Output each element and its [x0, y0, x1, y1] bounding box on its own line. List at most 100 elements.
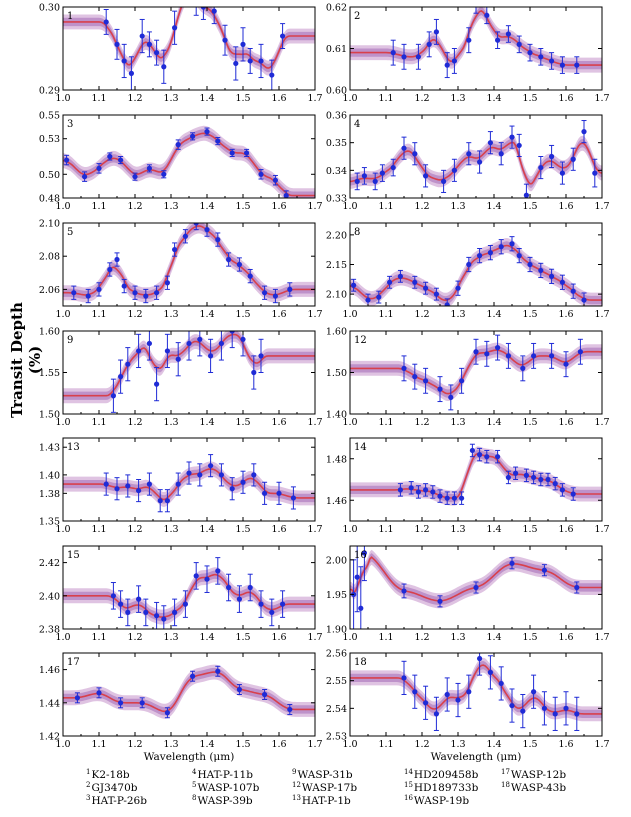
- data-point: [121, 283, 127, 289]
- legend-planet-name: WASP-107b: [197, 782, 260, 794]
- data-point: [125, 609, 131, 616]
- x-tick-label: 1.7: [594, 93, 609, 104]
- x-tick-label: 1.2: [414, 739, 429, 750]
- legend-planet-name: WASP-43b: [510, 782, 567, 794]
- data-point: [258, 58, 264, 64]
- data-point: [531, 474, 537, 481]
- x-tick-label: 1.2: [414, 524, 429, 535]
- y-tick-label: 2.00: [326, 555, 347, 566]
- data-point: [559, 170, 566, 176]
- data-point: [495, 345, 501, 351]
- x-tick-label: 1.2: [127, 739, 142, 750]
- data-point: [538, 164, 544, 171]
- x-tick-label: 1.4: [199, 93, 214, 104]
- panel-number: 12: [354, 335, 367, 346]
- x-tick-label: 1.1: [91, 524, 106, 535]
- x-tick-label: 1.4: [199, 417, 214, 428]
- data-point: [204, 129, 210, 135]
- legend-planet-name: HD209458b: [413, 769, 479, 781]
- data-point: [415, 54, 421, 60]
- data-point: [505, 31, 511, 37]
- data-point: [143, 293, 149, 299]
- data-point: [143, 609, 149, 616]
- x-tick-label: 1.0: [342, 201, 357, 212]
- data-point: [197, 336, 203, 342]
- data-point: [247, 584, 253, 591]
- data-point: [401, 54, 407, 60]
- y-tick-label: 1.40: [39, 470, 60, 481]
- model-band-1sigma: [350, 7, 602, 70]
- data-point: [229, 150, 235, 156]
- x-tick-label: 1.6: [271, 93, 286, 104]
- data-point: [365, 297, 371, 303]
- legend-number: 3: [86, 794, 91, 802]
- panel-number: 8: [354, 227, 360, 238]
- y-tick-label: 1.46: [39, 665, 60, 676]
- data-point: [114, 41, 120, 47]
- data-point: [354, 574, 360, 580]
- data-point: [175, 481, 181, 487]
- x-tick-label: 1.4: [486, 309, 501, 320]
- data-point: [531, 353, 537, 359]
- x-tick-label: 1.3: [450, 417, 465, 428]
- panel-2: 1.0 1.1 1.2 1.3 1.4 1.5 1.6 1.7 0.60 0.61 0.62 2: [326, 3, 610, 105]
- data-point: [423, 173, 429, 179]
- data-point: [269, 609, 275, 616]
- x-tick-label: 1.0: [55, 201, 70, 212]
- model-band-1sigma: [350, 345, 602, 398]
- x-tick-label: 1.7: [307, 739, 322, 750]
- data-point: [523, 472, 530, 478]
- data-point: [466, 261, 472, 268]
- model-line: [63, 225, 315, 296]
- model-band-1sigma: [63, 129, 315, 198]
- x-tick-label: 1.3: [163, 417, 178, 428]
- data-point: [498, 244, 504, 250]
- data-point: [451, 167, 457, 173]
- y-tick-label: 0.53: [39, 134, 60, 145]
- data-point: [204, 227, 210, 233]
- y-tick-label: 0.30: [39, 3, 60, 14]
- model-line: [63, 7, 315, 69]
- legend-number: 9: [292, 768, 297, 776]
- data-point: [136, 487, 142, 494]
- plot-area: [350, 120, 602, 198]
- x-tick-label: 1.2: [414, 417, 429, 428]
- legend-entry: 5WASP-107b: [192, 781, 259, 794]
- legend-number: 16: [404, 794, 413, 802]
- data-point: [581, 297, 587, 303]
- x-tick-label: 1.6: [271, 309, 286, 320]
- data-point: [441, 178, 447, 184]
- data-point: [236, 261, 242, 268]
- x-tick-label: 1.2: [414, 201, 429, 212]
- plot-area: [63, 557, 315, 629]
- data-point: [208, 463, 214, 469]
- x-tick-label: 1.5: [235, 739, 250, 750]
- panel-4: 1.0 1.1 1.2 1.3 1.4 1.5 1.6 1.7 0.33 0.34 0.35 0.36…: [326, 111, 610, 213]
- data-point: [549, 153, 555, 160]
- panel-9: 1.0 1.1 1.2 1.3 1.4 1.5 1.6 1.7 1.50 1.55 1.60 9: [39, 327, 323, 429]
- legend-planet-name: HAT-P-11b: [197, 769, 253, 781]
- x-tick-label: 1.5: [522, 632, 537, 643]
- data-point: [538, 267, 544, 274]
- panel-number: 18: [354, 657, 367, 668]
- model-band-1sigma: [350, 553, 602, 605]
- panel-14: 1.0 1.1 1.2 1.3 1.4 1.5 1.6 1.7 1.46 1.48 14: [326, 437, 610, 535]
- x-tick-label: 1.5: [235, 417, 250, 428]
- data-point: [358, 605, 364, 611]
- model-band-1sigma: [63, 7, 315, 73]
- x-tick-label: 1.1: [91, 309, 106, 320]
- data-point: [563, 705, 569, 711]
- x-tick-label: 1.2: [414, 309, 429, 320]
- x-tick-label: 1.2: [127, 632, 142, 643]
- data-point: [283, 193, 289, 198]
- x-tick-label: 1.3: [163, 524, 178, 535]
- x-tick-label: 1.5: [235, 632, 250, 643]
- data-point: [570, 491, 576, 497]
- data-point: [433, 291, 439, 297]
- data-point: [523, 192, 530, 198]
- data-point: [175, 142, 181, 148]
- x-tick-label: 1.6: [271, 417, 286, 428]
- data-point: [401, 588, 407, 594]
- x-tick-label: 1.5: [522, 309, 537, 320]
